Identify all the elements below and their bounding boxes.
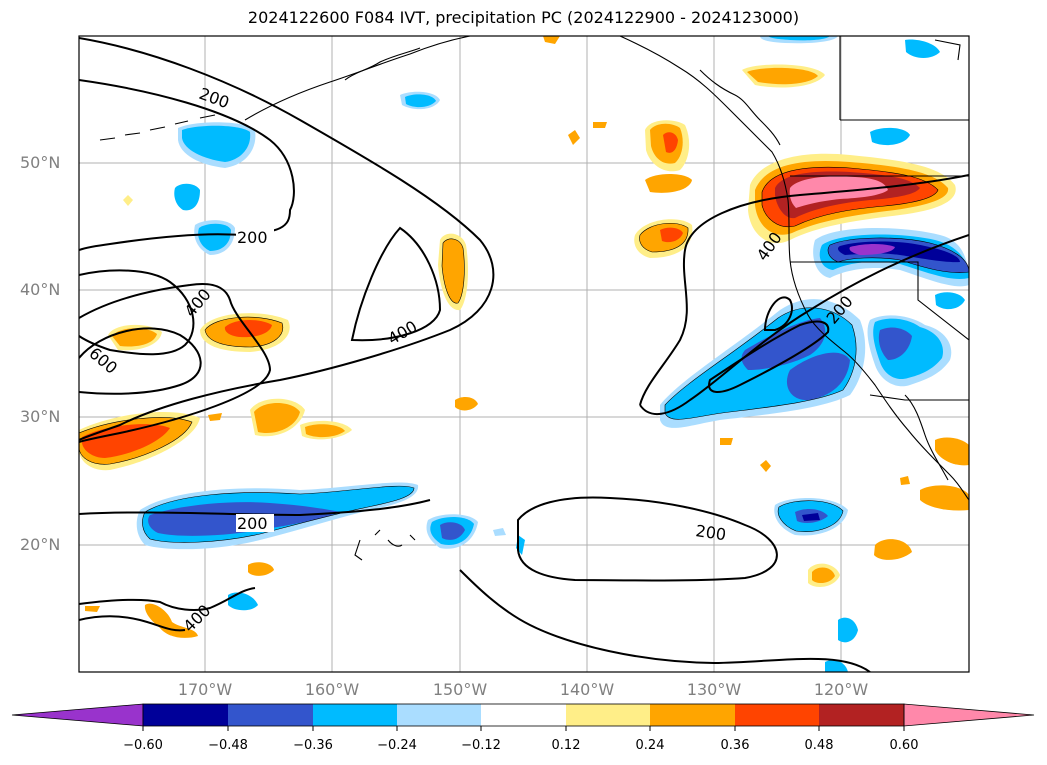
colorbar-tick-label: −0.24 xyxy=(377,738,417,753)
lat-label: 20°N xyxy=(20,535,61,554)
lat-label: 50°N xyxy=(20,153,61,172)
contour-label: 600 xyxy=(85,344,121,378)
colorbar-tick-label: 0.24 xyxy=(635,738,665,753)
colorbar-tick-label: 0.48 xyxy=(804,738,834,753)
colorbar-tick-label: 0.60 xyxy=(889,738,919,753)
contour-label: 200 xyxy=(237,514,268,533)
lon-label: 120°W xyxy=(813,680,869,699)
lon-label: 130°W xyxy=(686,680,742,699)
lon-label: 160°W xyxy=(304,680,360,699)
contour-label: 200 xyxy=(237,228,268,247)
lon-label: 150°W xyxy=(432,680,488,699)
lon-label: 140°W xyxy=(559,680,615,699)
lat-label: 40°N xyxy=(20,280,61,299)
colorbar-tick-label: 0.12 xyxy=(551,738,581,753)
map-frame xyxy=(78,35,970,673)
colorbar-tick-label: 0.36 xyxy=(720,738,750,753)
lon-label: 170°W xyxy=(177,680,233,699)
colorbar xyxy=(11,703,1035,731)
colorbar-extend-min xyxy=(11,703,144,727)
lat-label: 30°N xyxy=(20,407,61,426)
contour-label: 200 xyxy=(694,521,727,544)
colorbar-extend-max xyxy=(903,703,1035,727)
colorbar-tick-label: −0.12 xyxy=(461,738,501,753)
colorbar-tick-label: −0.48 xyxy=(208,738,248,753)
coastlines xyxy=(99,36,969,561)
colorbar-tick-label: −0.36 xyxy=(293,738,333,753)
map-title: 2024122600 F084 IVT, precipitation PC (2… xyxy=(247,8,800,27)
precip-outlines xyxy=(79,166,969,543)
colorbar-tick-label: −0.60 xyxy=(123,738,163,753)
ivt-contours xyxy=(79,37,969,672)
